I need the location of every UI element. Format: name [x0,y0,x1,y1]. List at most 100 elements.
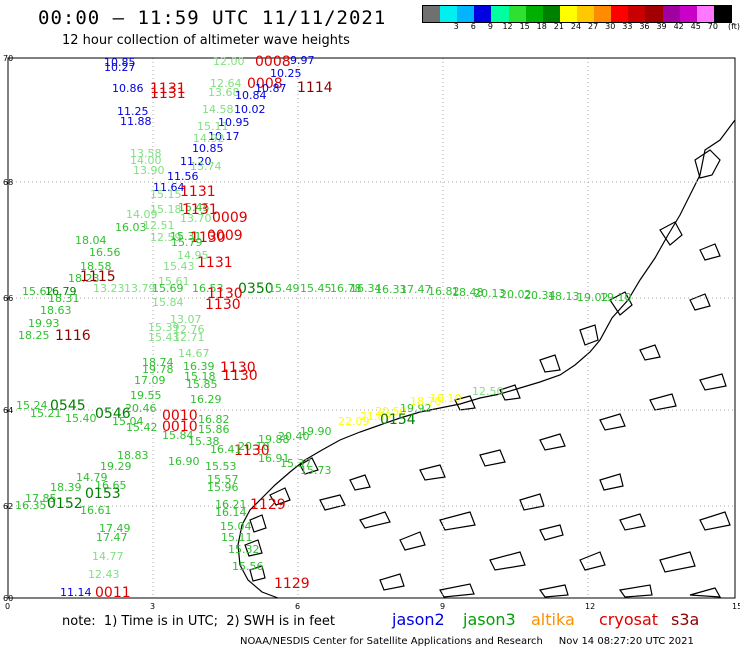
coastline-segment [649,393,677,411]
wave-height-label: 1129 [250,497,286,513]
wave-height-label: 12.59 [150,231,182,244]
wave-height-label: 0010 [162,419,198,435]
wave-height-label: 12.00 [213,55,245,68]
wave-height-label: 19.29 [100,460,132,473]
wave-height-label: 15.18 [184,370,216,383]
coastline-segment [269,487,291,506]
coastline [237,119,736,599]
wave-height-label: 13.07 [170,313,202,326]
legend-swatch [525,6,543,22]
wave-height-label: 10.95 [218,116,250,129]
legend-swatch [611,6,629,22]
wave-height-label: 1130 [205,297,241,313]
color-legend [422,5,732,23]
wave-height-label: 15.45 [300,282,332,295]
coastline-segment [499,384,521,401]
legend-tick-label: 30 [605,22,616,31]
legend-tick-label: 36 [639,22,650,31]
latitude-label: 60 [3,594,13,603]
wave-height-label: 18.39 [50,481,82,494]
map-frame [7,57,736,599]
wave-height-label: 15.73 [300,464,332,477]
wave-height-label: 16.61 [80,504,112,517]
wave-height-label: 16.56 [89,246,121,259]
wave-height-label: 15.38 [188,435,220,448]
wave-height-label: 0153 [85,486,121,502]
coastline-segment [479,449,506,467]
longitude-label: 9 [440,602,445,611]
legend-swatch [628,6,646,22]
coastline-segment [689,293,711,311]
wave-height-label: 15.15 [150,188,182,201]
coastline-segment [694,149,721,179]
wave-height-label: 1114 [297,80,333,96]
wave-height-label: 10.02 [234,103,266,116]
wave-height-label: 15.86 [198,423,230,436]
wave-height-label: 15.43 [148,331,180,344]
wave-height-label: 18.13 [548,290,580,303]
wave-height-label: 1130 [207,286,243,302]
coastline-segment [618,584,653,598]
wave-height-label: 15.42 [126,421,158,434]
longitude-label: 3 [150,602,155,611]
wave-height-label: 14.77 [92,550,124,563]
wave-height-label: 19.55 [130,389,162,402]
coastline-segment [454,395,476,411]
wave-height-label: 16.78 [330,282,362,295]
wave-height-label: 11.88 [120,115,152,128]
wave-height-label: 14.79 [76,471,108,484]
wave-height-label: 10.17 [208,130,240,143]
coastline-segment [319,494,346,511]
legend-tick-label: 42 [673,22,684,31]
wave-height-label: 19.88 [258,433,290,446]
wave-height-label: 18.10 [430,392,462,405]
wave-height-label: 15.11 [197,120,229,133]
wave-height-label: 20.02 [500,288,532,301]
legend-swatch [423,6,441,22]
coastline-segment [699,243,721,261]
wave-height-label: 15.31 [170,230,202,243]
legend-unit-label: (ft) [727,22,740,31]
coastline-segment [519,493,545,511]
wave-height-label: 16.29 [190,393,222,406]
legend-swatch [713,6,731,22]
wave-height-label: 15.24 [16,399,48,412]
coastline-segment [699,511,731,531]
longitude-label: 15 [732,602,740,611]
coastline-segment [299,457,319,475]
wave-height-label: 10.87 [255,82,287,95]
wave-height-label: 21.89 [360,410,392,423]
wave-height-label: 1130 [234,443,270,459]
wave-height-label: 0010 [162,408,198,424]
coastline-segment [489,551,526,571]
wave-height-label: 11.64 [153,181,185,194]
legend-tick-label: 15 [519,22,530,31]
wave-height-label: 15.69 [152,282,184,295]
wave-height-label: 16.14 [215,506,247,519]
wave-height-label: 1130 [220,360,256,376]
wave-height-label: 20.46 [125,402,157,415]
wave-height-label: 1131 [197,255,233,271]
wave-height-label: 0011 [95,585,131,601]
legend-tick-label: 9 [487,22,493,31]
wave-height-label: 12.43 [88,568,120,581]
legend-tick-label: 3 [453,22,459,31]
wave-height-label: 13.70 [180,212,212,225]
wave-height-label: 17.49 [99,522,131,535]
wave-height-label: 16.90 [168,455,200,468]
legend-tick-label: 18 [536,22,547,31]
legend-swatch [696,6,714,22]
longitude-labels: 0 3 6 9 12 15 [5,602,740,611]
wave-height-label: 14.00 [130,154,162,167]
satellite-altika-label: altika [531,610,575,629]
wave-height-label: 20.10 [238,440,270,453]
page-title: 00:00 – 11:59 UTC 11/11/2021 [38,7,387,29]
coastline-segment [699,373,727,391]
wave-height-label: 18.23 [68,272,100,285]
wave-height-label: 19.92 [400,402,432,415]
wave-height-label: 17.85 [25,492,57,505]
wave-height-label: 18.63 [40,304,72,317]
legend-tick-label: 33 [622,22,633,31]
coastline-segment [359,511,391,529]
wave-height-label: 14.58 [202,103,234,116]
